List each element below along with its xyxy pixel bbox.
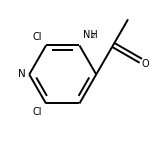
- Text: Cl: Cl: [33, 107, 42, 117]
- Text: Cl: Cl: [33, 32, 42, 42]
- Text: N: N: [18, 69, 26, 80]
- Text: 2: 2: [91, 33, 95, 39]
- Text: NH: NH: [83, 30, 98, 40]
- Text: O: O: [142, 59, 149, 69]
